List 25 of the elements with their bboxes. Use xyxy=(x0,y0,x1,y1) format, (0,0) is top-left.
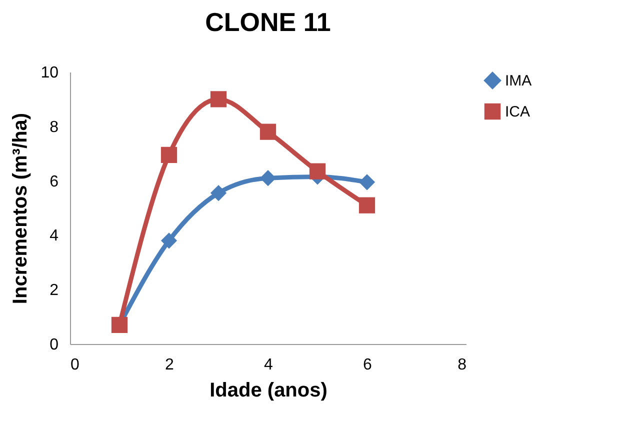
y-tick-label: 4 xyxy=(50,228,59,245)
x-tick-label: 6 xyxy=(363,356,372,374)
point xyxy=(210,91,227,108)
x-tick-label: 4 xyxy=(264,356,274,374)
point xyxy=(260,124,276,140)
point xyxy=(358,174,376,190)
y-axis-title: Incrementos (m³/ha) xyxy=(10,112,32,304)
y-tick-label: 2 xyxy=(50,282,59,300)
legend-label: IMA xyxy=(505,72,532,90)
point xyxy=(160,232,178,249)
x-tick-label: 8 xyxy=(458,356,467,374)
y-tick-label: 6 xyxy=(50,173,59,190)
x-tick-label: 2 xyxy=(165,356,174,374)
point xyxy=(260,170,276,186)
legend-label: ICA xyxy=(505,104,530,120)
y-tick-label: 10 xyxy=(40,64,59,82)
point xyxy=(358,197,376,214)
chart-title: CLONE 11 xyxy=(205,7,331,37)
point xyxy=(309,163,326,180)
y-tick-label: 8 xyxy=(50,118,59,136)
point xyxy=(210,184,227,202)
x-axis-title: Idade (anos) xyxy=(210,380,328,402)
x-tick-label: 0 xyxy=(70,356,80,374)
y-tick-label: 0 xyxy=(50,336,59,354)
point xyxy=(160,146,178,164)
